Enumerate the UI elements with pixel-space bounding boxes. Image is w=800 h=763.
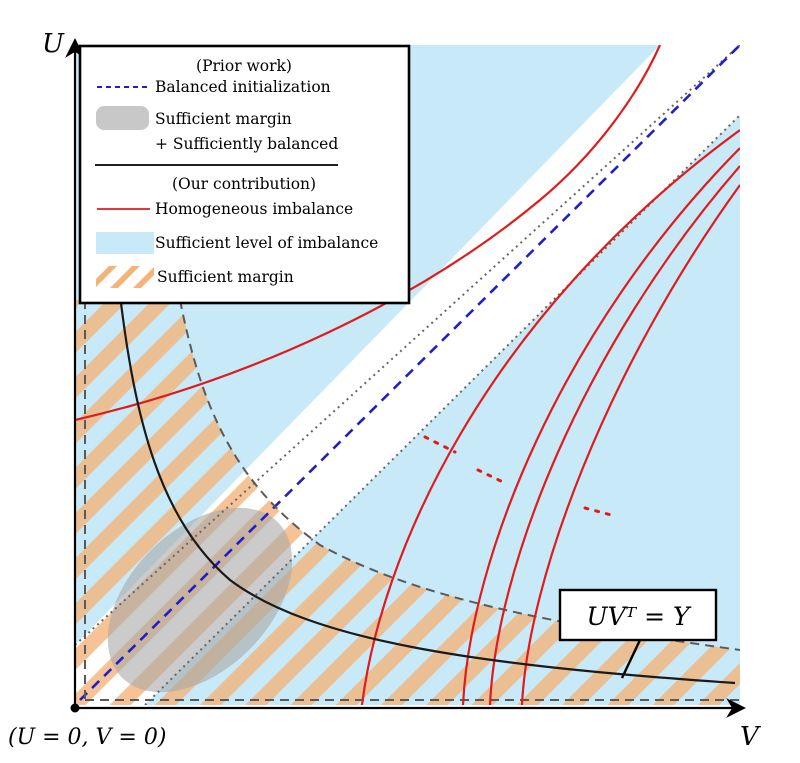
- legend-margin-label: Sufficient margin: [157, 268, 294, 286]
- homogeneous-curve-3: [488, 165, 740, 705]
- margin-balanced-region: [107, 507, 293, 693]
- legend-homogeneous-label: Homogeneous imbalance: [155, 200, 353, 218]
- legend: (Prior work) Balanced initialization Suf…: [78, 44, 411, 305]
- homogeneous-curve-1: [360, 129, 740, 705]
- ellipsis-dots-2: [476, 468, 507, 485]
- legend-our-heading: (Our contribution): [172, 175, 316, 193]
- homogeneous-curve-2: [461, 147, 740, 705]
- v-axis-label: V: [740, 722, 761, 752]
- band-boundary-lower: [144, 114, 740, 705]
- solution-curve: [118, 294, 736, 685]
- balanced-initialization-line: [79, 45, 740, 701]
- origin-point: [70, 703, 80, 713]
- curve-label-pointer: [620, 639, 642, 679]
- curve-label-box: [558, 588, 718, 642]
- legend-margin-balanced-label-1: Sufficient margin: [155, 110, 292, 128]
- legend-gray-swatch: [96, 106, 149, 130]
- legend-imbalance-swatch: [96, 232, 154, 254]
- curve-label: UVᵀ = Y: [587, 602, 692, 631]
- legend-prior-heading: (Prior work): [196, 57, 292, 75]
- legend-imbalance-label: Sufficient level of imbalance: [155, 234, 378, 252]
- homogeneous-curve-upper: [75, 45, 662, 422]
- origin-label: (U = 0, V = 0): [8, 725, 166, 750]
- legend-box: [78, 44, 411, 305]
- u-axis-label: U: [42, 29, 65, 59]
- legend-margin-balanced-label-2: + Sufficiently balanced: [155, 135, 338, 153]
- homogeneous-curve-4: [520, 184, 740, 705]
- legend-margin-swatch: [96, 266, 154, 288]
- ellipsis-dots-3: [583, 506, 617, 518]
- legend-balanced-label: Balanced initialization: [155, 78, 331, 96]
